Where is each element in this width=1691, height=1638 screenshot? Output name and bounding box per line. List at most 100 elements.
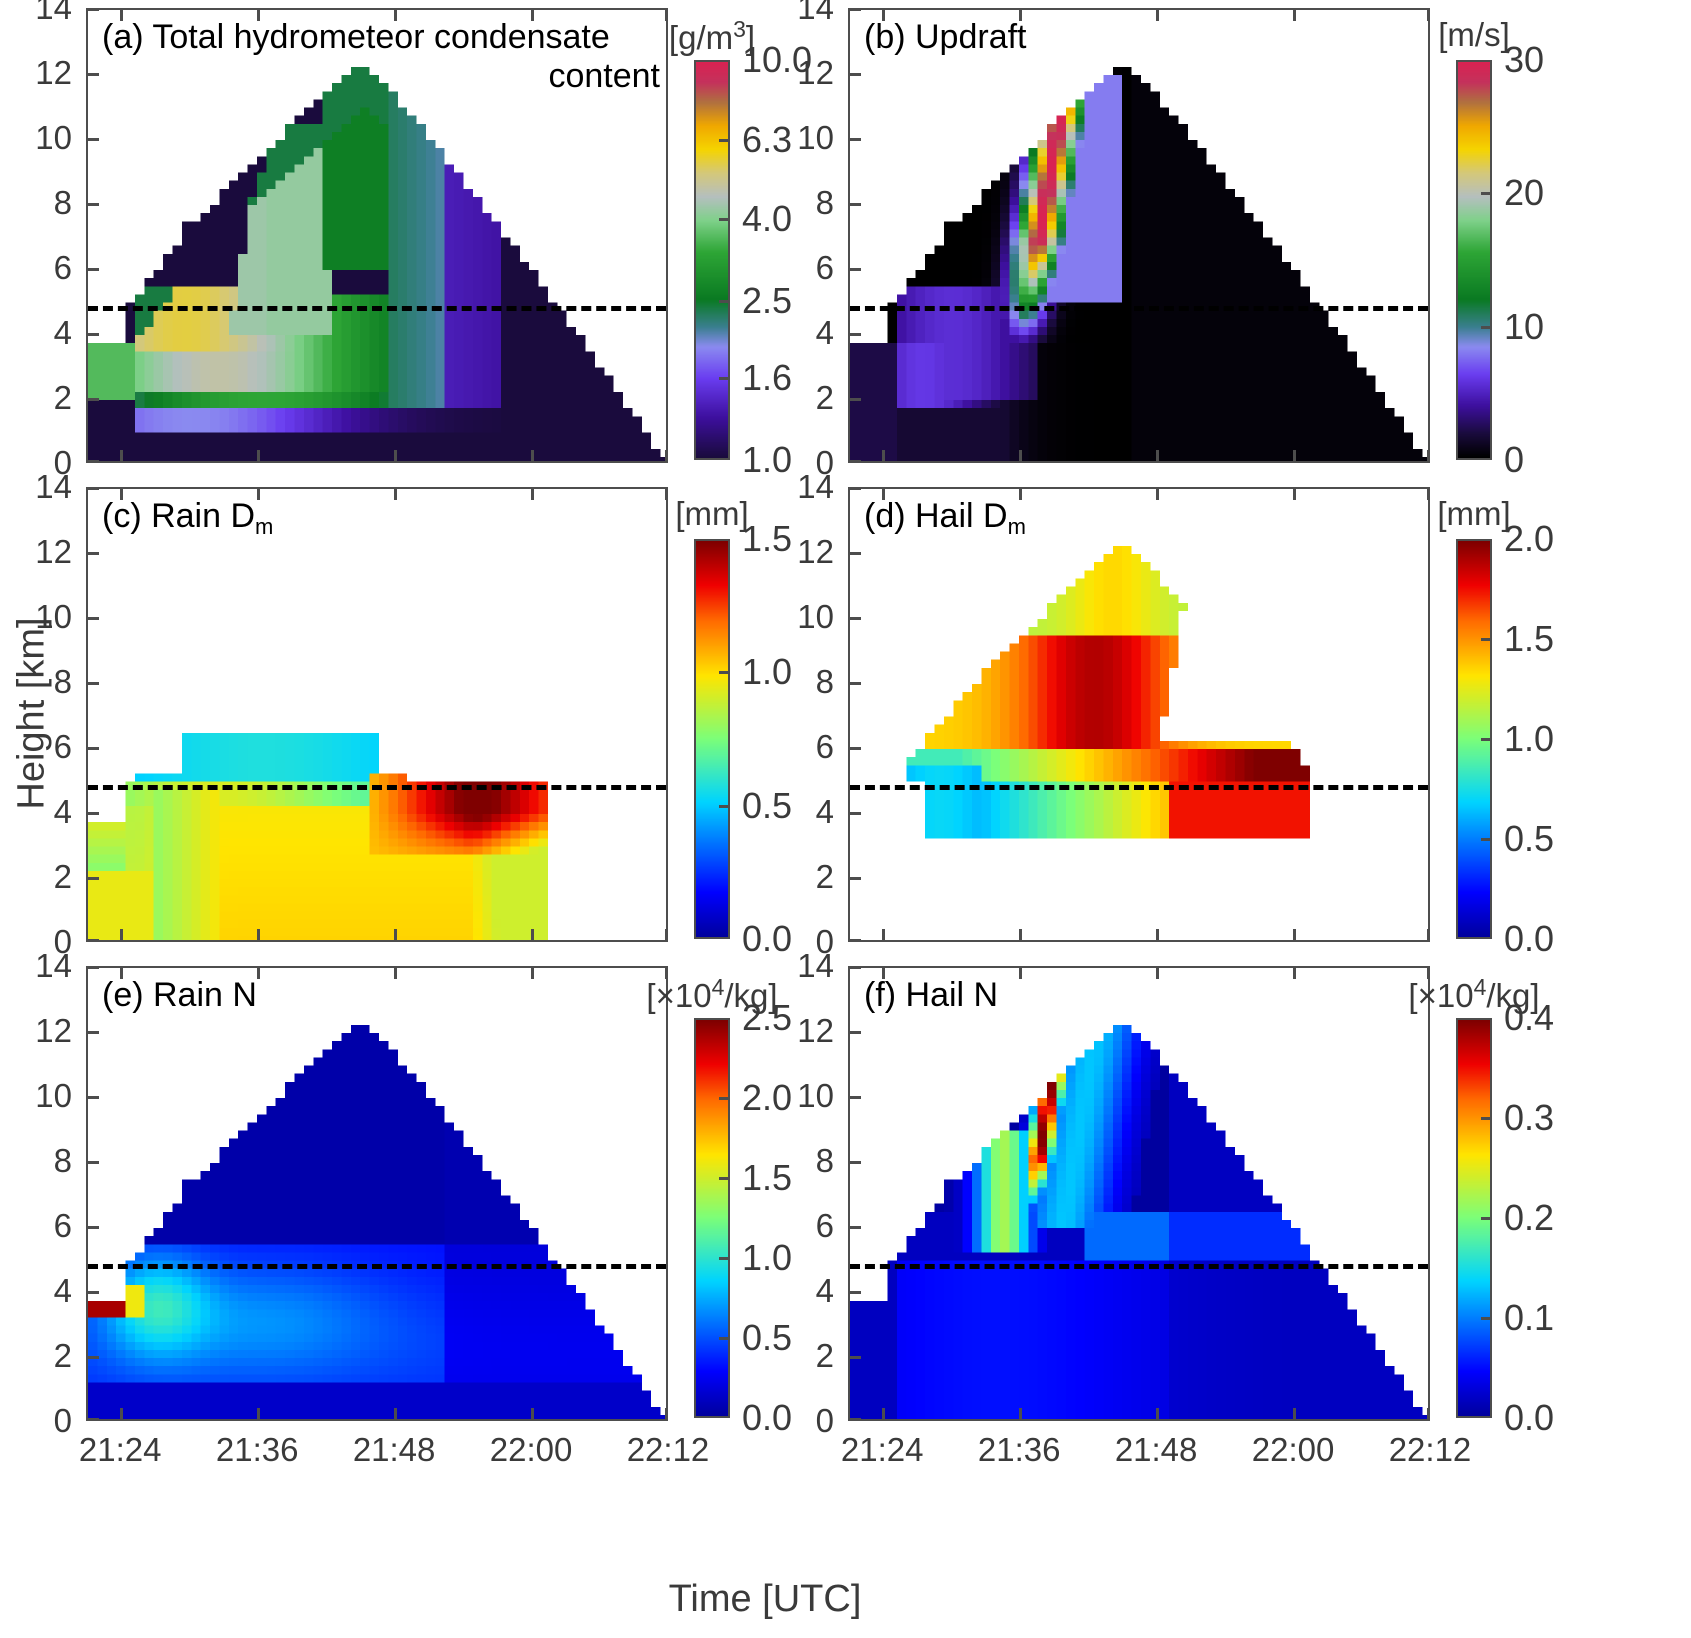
x-tick-mark-bottom-c-4 (665, 929, 668, 942)
panel-title-text-d: (d) Hail D (864, 497, 1008, 535)
x-tick-mark-f-1 (1019, 966, 1023, 979)
y-tick-mark-d-2 (848, 877, 861, 880)
x-tick-mark-bottom-e-1 (257, 1408, 261, 1421)
y-tick-mark-d-10 (848, 617, 861, 620)
colorbar-gradient-a (696, 62, 728, 458)
y-tick-label-a-6: 6 (53, 249, 72, 286)
y-tick-label-b-2: 2 (815, 379, 834, 416)
colorbar-gradient-c (696, 541, 728, 937)
colorbar-tick-label-f-1: 0.3 (1504, 1097, 1555, 1138)
colorbar-tick-mark-b-1 (1481, 192, 1492, 196)
colorbar-unit-a: [g/m3] (668, 16, 756, 56)
y-tick-mark-b-2 (848, 398, 861, 401)
y-tick-mark-e-10 (86, 1096, 99, 1099)
x-tick-mark-d-2 (1156, 487, 1160, 500)
plot-area-b (848, 8, 1430, 463)
colorbar-tick-mark-a-3 (719, 299, 730, 303)
x-tick-mark-e-0 (120, 966, 124, 979)
x-tick-mark-bottom-f-3 (1293, 1408, 1297, 1421)
x-tick-label-e-4: 22:12 (626, 1431, 710, 1468)
y-tick-mark-a-4 (86, 333, 99, 336)
y-tick-label-f-2: 2 (815, 1337, 834, 1374)
y-tick-mark-d-14 (848, 487, 861, 490)
x-tick-mark-bottom-b-0 (882, 450, 886, 463)
colorbar-tick-label-a-2: 4.0 (742, 198, 793, 240)
y-tick-label-c-8: 8 (53, 663, 72, 700)
melting-level-line-c (88, 784, 666, 790)
melting-level-line-e (88, 1263, 666, 1269)
colorbar-tick-label-d-1: 1.5 (1504, 618, 1555, 659)
x-tick-label-f-3: 22:00 (1251, 1431, 1335, 1468)
colorbar-tick-mark-a-4 (719, 377, 730, 381)
y-tick-label-a-10: 10 (35, 119, 72, 156)
x-tick-mark-e-3 (531, 966, 535, 979)
y-tick-label-a-12: 12 (35, 54, 72, 91)
y-tick-mark-c-12 (86, 552, 99, 555)
colorbar-tick-mark-c-1 (719, 671, 730, 675)
colorbar-a (694, 60, 730, 460)
x-tick-mark-f-0 (882, 966, 886, 979)
y-tick-mark-d-0 (848, 939, 861, 942)
y-tick-label-a-8: 8 (53, 184, 72, 221)
y-tick-mark-a-6 (86, 268, 99, 271)
y-tick-label-e-14: 14 (35, 947, 72, 984)
x-tick-mark-b-4 (1427, 8, 1430, 21)
x-tick-mark-b-3 (1293, 8, 1297, 21)
colorbar-tick-label-c-3: 0.0 (742, 918, 793, 959)
x-tick-label-f-0: 21:24 (840, 1431, 924, 1468)
x-tick-mark-bottom-a-3 (531, 450, 535, 463)
x-tick-mark-bottom-f-2 (1156, 1408, 1160, 1421)
x-tick-mark-bottom-a-4 (665, 450, 668, 463)
y-tick-mark-f-0 (848, 1418, 861, 1421)
y-tick-mark-e-2 (86, 1356, 99, 1359)
y-tick-label-a-0: 0 (53, 444, 72, 481)
y-tick-mark-c-2 (86, 877, 99, 880)
y-tick-label-d-0: 0 (815, 923, 834, 960)
colorbar-tick-label-a-3: 2.5 (742, 279, 793, 321)
y-tick-mark-a-14 (86, 8, 99, 11)
x-tick-mark-bottom-e-2 (394, 1408, 398, 1421)
y-tick-label-b-4: 4 (815, 314, 834, 351)
panel-title-d: (d) Hail Dm (864, 497, 1026, 539)
y-tick-mark-b-6 (848, 268, 861, 271)
x-tick-mark-d-0 (882, 487, 886, 500)
colorbar-b (1456, 60, 1492, 460)
colorbar-tick-mark-e-1 (719, 1097, 730, 1100)
colorbar-e (694, 1018, 730, 1418)
colorbar-tick-label-e-4: 0.5 (742, 1317, 793, 1358)
colorbar-tick-label-f-2: 0.2 (1504, 1197, 1555, 1238)
heatmap-canvas-e (88, 968, 666, 1419)
y-tick-label-c-6: 6 (53, 728, 72, 765)
y-tick-label-d-14: 14 (797, 468, 834, 505)
y-tick-mark-c-14 (86, 487, 99, 490)
colorbar-tick-mark-a-1 (719, 139, 730, 143)
x-tick-mark-bottom-b-2 (1156, 450, 1160, 463)
y-tick-label-b-10: 10 (797, 119, 834, 156)
y-tick-label-f-14: 14 (797, 947, 834, 984)
y-tick-label-e-8: 8 (53, 1142, 72, 1179)
y-tick-mark-f-6 (848, 1226, 861, 1229)
y-tick-mark-c-10 (86, 617, 99, 620)
x-tick-mark-a-3 (531, 8, 535, 21)
y-tick-label-c-0: 0 (53, 923, 72, 960)
colorbar-tick-label-b-1: 20 (1504, 172, 1545, 214)
x-tick-mark-bottom-d-3 (1293, 929, 1297, 942)
plot-area-f (848, 966, 1430, 1421)
plot-area-d (848, 487, 1430, 942)
y-tick-mark-f-4 (848, 1291, 861, 1294)
y-tick-mark-c-0 (86, 939, 99, 942)
colorbar-tick-label-c-2: 0.5 (742, 784, 793, 826)
colorbar-unit-b: [m/s] (1438, 16, 1510, 53)
y-tick-label-f-6: 6 (815, 1207, 834, 1244)
x-tick-mark-bottom-f-4 (1427, 1408, 1430, 1421)
y-tick-label-e-4: 4 (53, 1272, 72, 1309)
y-tick-mark-a-8 (86, 203, 99, 206)
x-tick-mark-bottom-d-1 (1019, 929, 1023, 942)
x-tick-mark-c-2 (394, 487, 398, 500)
y-tick-mark-b-0 (848, 460, 861, 463)
y-tick-mark-d-6 (848, 747, 861, 750)
x-tick-mark-bottom-a-1 (257, 450, 261, 463)
